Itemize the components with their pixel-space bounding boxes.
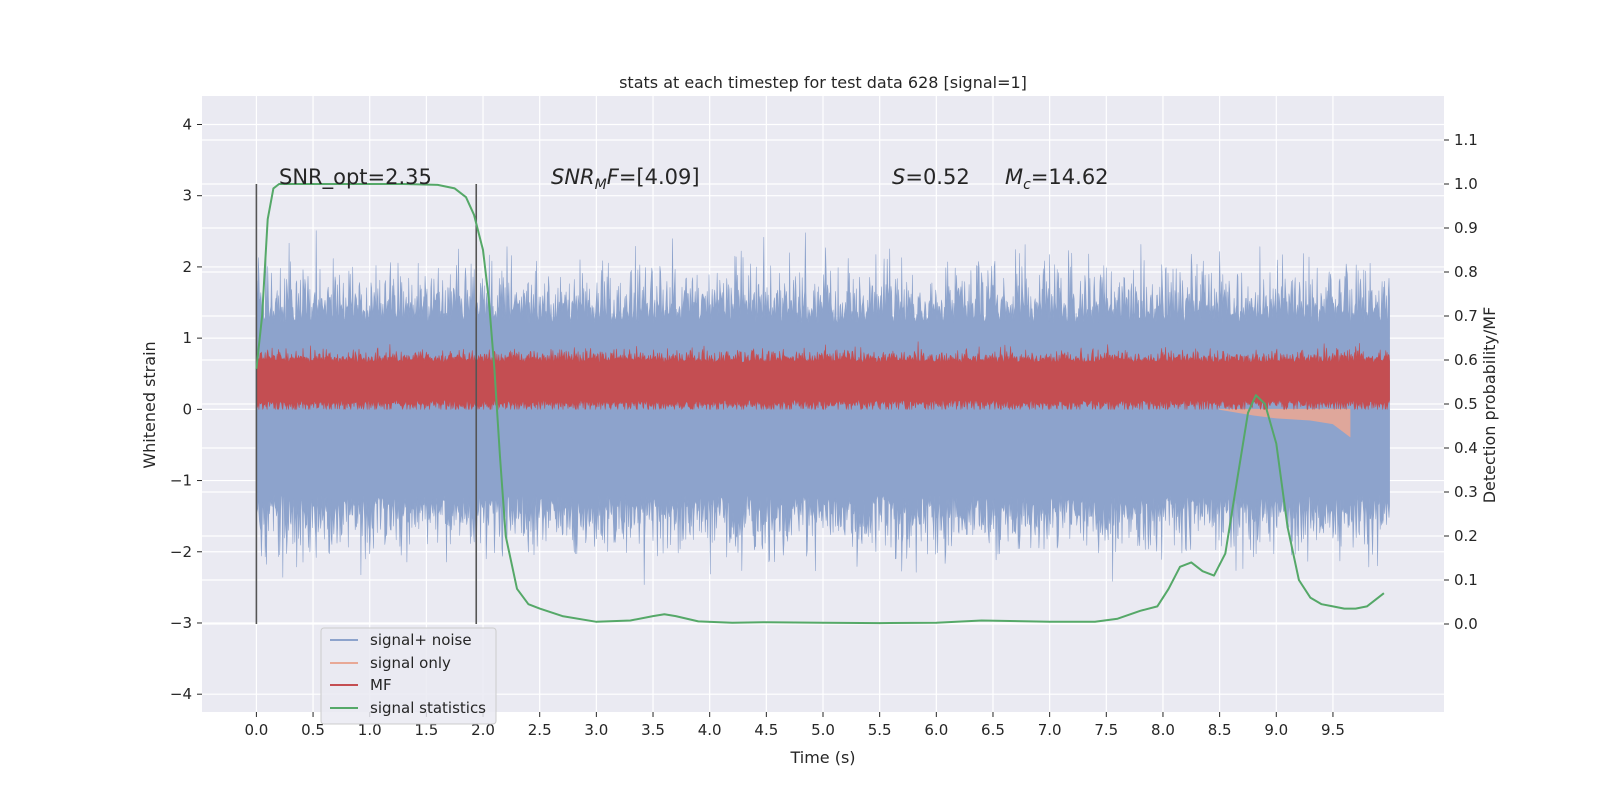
annotation-mc-value: =14.62 <box>1031 165 1109 189</box>
legend-label-mf: MF <box>370 676 392 694</box>
y-tick-label: 2 <box>182 258 192 276</box>
chart-title: stats at each timestep for test data 628… <box>619 73 1027 92</box>
annotation-s-value: =0.52 <box>905 165 969 189</box>
legend-label-signal-only: signal only <box>370 654 451 672</box>
x-tick-label: 9.0 <box>1264 721 1288 739</box>
x-tick-label: 3.0 <box>584 721 608 739</box>
annotation-s: S=0.52 <box>892 165 970 189</box>
x-tick-label: 4.5 <box>754 721 778 739</box>
signal-statistics-series <box>255 183 1385 625</box>
mf-series <box>256 341 1390 410</box>
y-right-tick-label: 0.7 <box>1454 307 1478 325</box>
y-right-tick-label: 0.1 <box>1454 571 1478 589</box>
y-tick-label: 4 <box>182 115 192 133</box>
x-tick-label: 9.5 <box>1321 721 1345 739</box>
x-tick-label: 4.0 <box>698 721 722 739</box>
x-tick-label: 0.5 <box>301 721 325 739</box>
legend-label-signal-statistics: signal statistics <box>370 699 486 717</box>
annotation-snr-mf-prefix: SNR <box>551 165 595 189</box>
x-tick-label: 0.0 <box>244 721 268 739</box>
x-tick-label: 5.0 <box>811 721 835 739</box>
annotation-mc-sub: c <box>1023 177 1031 193</box>
x-tick-label: 1.0 <box>358 721 382 739</box>
y-right-tick-label: 0.4 <box>1454 439 1478 457</box>
annotation-snr-mf-value: =[4.09] <box>619 165 700 189</box>
annotation-snr-mf-sub: M <box>595 177 607 193</box>
y-right-tick-label: 1.1 <box>1454 131 1478 149</box>
annotation-mc-label: M <box>1005 165 1023 189</box>
legend: signal+ noise signal only MF signal stat… <box>320 627 497 725</box>
signal-only-series <box>1218 408 1351 438</box>
y-tick-label: 1 <box>182 329 192 347</box>
x-tick-label: 6.5 <box>981 721 1005 739</box>
x-tick-label: 6.0 <box>924 721 948 739</box>
y-tick-label: 0 <box>182 400 192 418</box>
annotation-snr-opt: SNR_opt=2.35 <box>279 165 432 190</box>
y-right-tick-label: 0.6 <box>1454 351 1478 369</box>
annotation-mc: Mc=14.62 <box>1005 165 1109 193</box>
x-axis-ticks: 0.0 0.5 1.0 1.5 2.0 2.5 3.0 3.5 4.0 4.5 5.0 5.5 6.0 6… <box>244 712 1345 739</box>
x-tick-label: 3.5 <box>641 721 665 739</box>
signal-statistics-line <box>255 183 1385 625</box>
x-axis-label: Time (s) <box>789 748 855 767</box>
annotation-snr-mf-italic: F <box>607 165 620 189</box>
x-tick-label: 5.5 <box>868 721 892 739</box>
annotation-snr-mf: SNRMF=[4.09] <box>551 165 700 193</box>
y-axis-ticks: 4 3 2 1 0 −1 −2 −3 −4 <box>170 115 202 703</box>
x-tick-label: 7.0 <box>1038 721 1062 739</box>
x-tick-label: 1.5 <box>414 721 438 739</box>
y-right-axis-ticks: 1.1 1.0 0.9 0.8 0.7 0.6 0.5 0.4 0.3 0.2 0.1 0.0 <box>1444 131 1478 633</box>
x-tick-label: 2.0 <box>471 721 495 739</box>
mf-trace <box>256 341 1390 410</box>
y-tick-label: −3 <box>170 614 192 632</box>
y-right-tick-label: 0.2 <box>1454 527 1478 545</box>
y-axis-label: Whitened strain <box>140 341 159 468</box>
annotation-s-label: S <box>892 165 905 189</box>
y-right-tick-label: 0.3 <box>1454 483 1478 501</box>
y-right-tick-label: 0.5 <box>1454 395 1478 413</box>
y-tick-label: −4 <box>170 685 192 703</box>
y-right-tick-label: 0.0 <box>1454 615 1478 633</box>
signal-only-trace <box>1218 408 1351 438</box>
y-right-tick-label: 1.0 <box>1454 175 1478 193</box>
y-tick-label: 3 <box>182 187 192 205</box>
x-tick-label: 8.5 <box>1208 721 1232 739</box>
x-tick-label: 8.0 <box>1151 721 1175 739</box>
y-tick-label: −2 <box>170 543 192 561</box>
window-markers <box>255 184 478 624</box>
x-tick-label: 7.5 <box>1094 721 1118 739</box>
y-right-tick-label: 0.9 <box>1454 219 1478 237</box>
legend-label-signal-noise: signal+ noise <box>370 631 472 649</box>
x-tick-label: 2.5 <box>528 721 552 739</box>
y-right-axis-label: Detection probability/MF <box>1480 307 1499 504</box>
y-right-tick-label: 0.8 <box>1454 263 1478 281</box>
y-tick-label: −1 <box>170 472 192 490</box>
legend-box <box>320 627 497 725</box>
